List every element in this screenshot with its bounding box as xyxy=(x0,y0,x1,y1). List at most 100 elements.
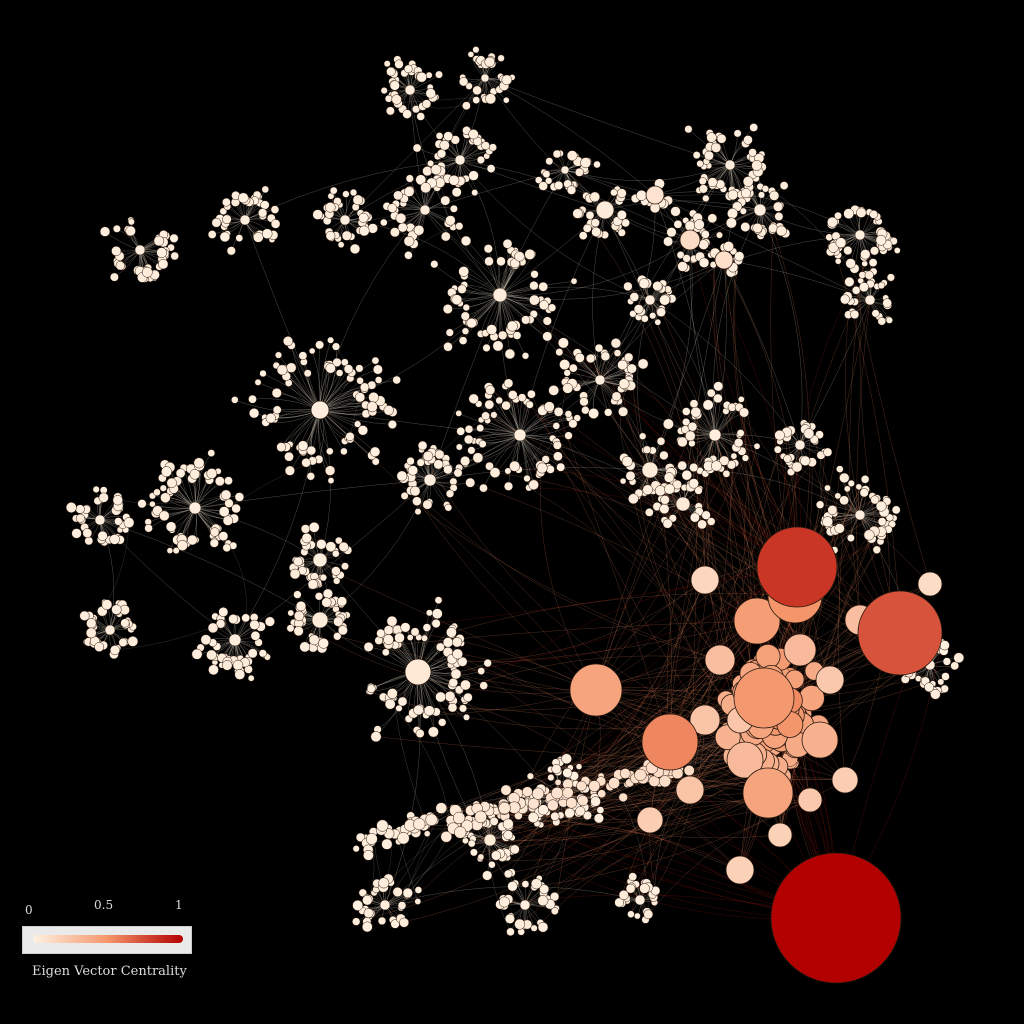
network-node xyxy=(534,176,543,184)
network-node-major xyxy=(725,855,755,885)
network-node xyxy=(687,421,698,432)
network-node xyxy=(467,51,475,58)
network-node xyxy=(825,233,833,242)
edge xyxy=(743,412,758,622)
network-node xyxy=(498,330,508,340)
network-node xyxy=(449,483,458,492)
network-node xyxy=(541,455,550,464)
network-node xyxy=(594,374,606,386)
network-node xyxy=(503,481,514,491)
edge xyxy=(564,164,731,181)
edge xyxy=(487,620,758,664)
network-node-major xyxy=(857,590,943,676)
network-node xyxy=(869,246,880,256)
network-node xyxy=(463,713,470,721)
edge xyxy=(519,434,569,437)
network-node xyxy=(445,489,455,498)
network-node xyxy=(75,513,85,523)
network-node xyxy=(284,465,295,476)
network-node xyxy=(413,224,425,236)
network-node xyxy=(405,174,414,183)
network-node xyxy=(412,496,422,506)
network-node xyxy=(222,515,234,526)
network-node xyxy=(286,624,295,633)
network-node xyxy=(464,424,474,434)
network-node xyxy=(234,492,245,502)
network-node xyxy=(369,446,381,457)
network-node xyxy=(191,648,203,660)
network-node xyxy=(634,912,641,920)
network-node xyxy=(527,389,536,399)
network-node xyxy=(442,637,454,648)
network-node xyxy=(521,352,530,360)
network-node xyxy=(160,492,171,503)
edge xyxy=(519,239,691,436)
network-node xyxy=(550,907,559,915)
network-node xyxy=(327,477,335,484)
network-node xyxy=(274,351,283,359)
network-node xyxy=(624,352,634,362)
network-node xyxy=(847,479,855,487)
edge xyxy=(609,579,706,787)
edge xyxy=(554,792,769,897)
network-node xyxy=(659,503,670,515)
network-node xyxy=(153,235,165,247)
network-node xyxy=(547,799,559,811)
network-node xyxy=(698,257,710,268)
edge xyxy=(625,773,741,871)
network-node xyxy=(600,351,611,362)
network-node xyxy=(79,610,90,621)
network-node xyxy=(639,883,650,894)
network-node xyxy=(752,222,763,234)
edge xyxy=(859,234,872,301)
network-node xyxy=(636,189,647,201)
edge xyxy=(490,389,798,568)
network-node xyxy=(757,191,766,199)
edge xyxy=(540,792,769,923)
network-node xyxy=(92,485,100,493)
legend-box xyxy=(22,926,192,954)
network-node xyxy=(261,185,270,194)
network-node xyxy=(547,773,555,782)
network-node xyxy=(877,316,887,326)
edge xyxy=(638,493,741,721)
edge xyxy=(194,479,431,509)
network-node xyxy=(685,430,696,442)
network-node xyxy=(156,247,168,258)
network-node xyxy=(306,472,315,481)
network-node xyxy=(644,508,654,517)
network-node xyxy=(333,632,342,641)
network-node xyxy=(479,681,488,690)
network-node xyxy=(484,256,494,267)
edge xyxy=(459,77,486,161)
network-node xyxy=(461,327,470,335)
network-node xyxy=(554,779,562,786)
network-node xyxy=(340,447,348,456)
network-node xyxy=(629,292,640,302)
network-node xyxy=(123,517,135,528)
network-node xyxy=(234,669,246,680)
edge xyxy=(234,479,431,641)
network-node xyxy=(335,536,343,545)
network-node xyxy=(341,230,352,241)
edge xyxy=(403,478,671,743)
edge xyxy=(440,696,651,821)
network-node xyxy=(377,916,387,926)
network-node xyxy=(524,248,536,260)
edge xyxy=(526,413,569,479)
network-node xyxy=(363,908,374,919)
network-node xyxy=(891,505,901,515)
network-node-major xyxy=(917,571,943,597)
network-node xyxy=(445,328,454,337)
network-node xyxy=(783,454,792,463)
edge xyxy=(719,449,779,661)
network-node xyxy=(616,188,627,199)
network-node-major xyxy=(770,852,902,984)
network-node xyxy=(457,656,468,667)
network-node xyxy=(71,528,82,539)
network-node xyxy=(383,405,394,416)
network-node xyxy=(553,451,563,462)
network-node xyxy=(523,474,531,483)
edge xyxy=(384,671,421,906)
network-node xyxy=(385,106,395,116)
